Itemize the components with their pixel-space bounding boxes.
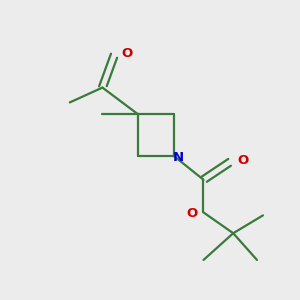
Text: N: N xyxy=(173,151,184,164)
Text: O: O xyxy=(121,47,132,60)
Text: O: O xyxy=(187,207,198,220)
Text: O: O xyxy=(237,154,248,167)
